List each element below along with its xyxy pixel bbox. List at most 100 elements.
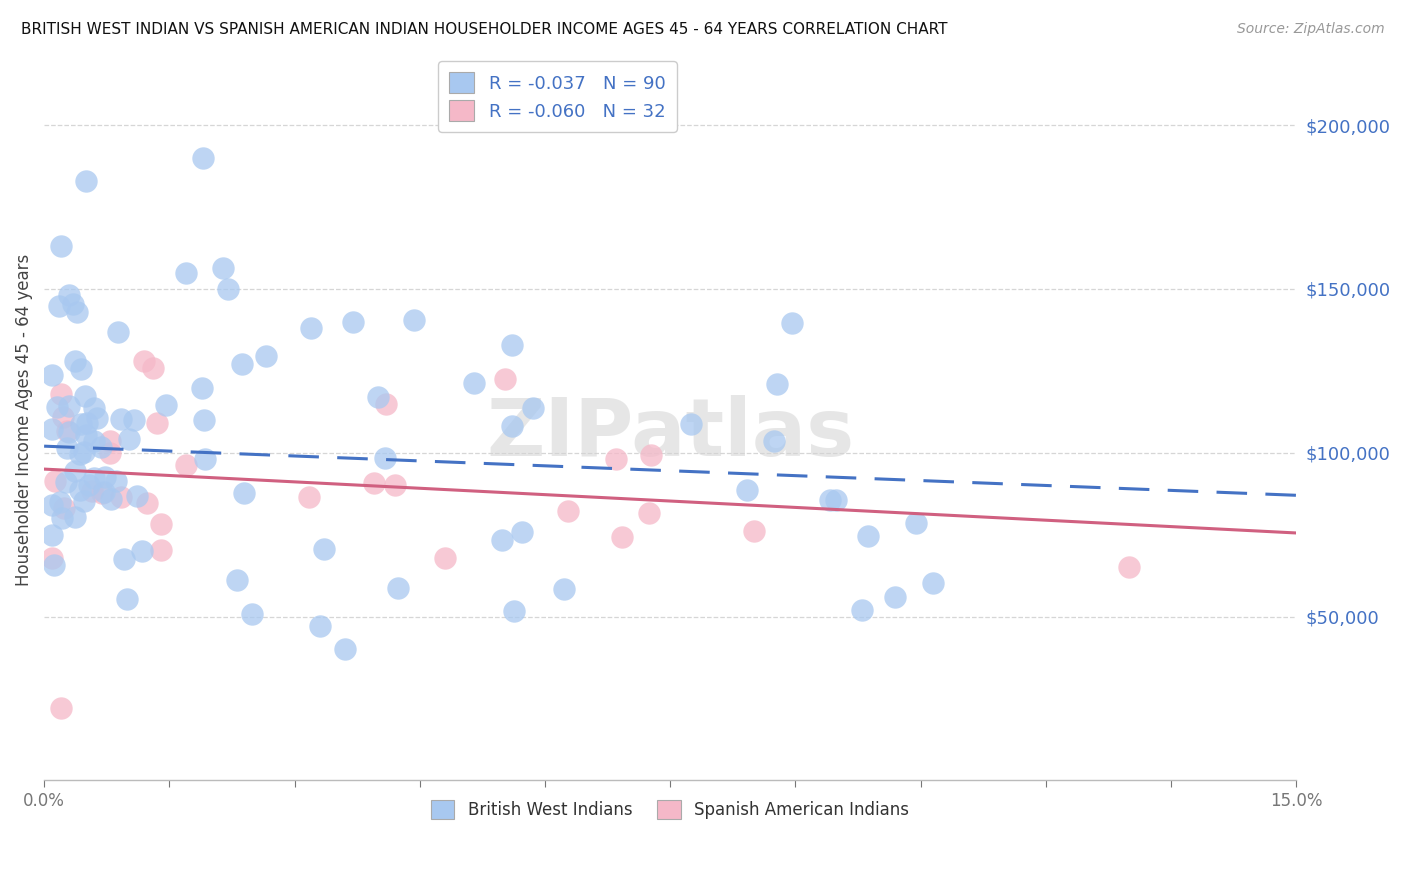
- Point: [44, 474, 66, 488]
- Point: [404, 313, 426, 327]
- Point: [553, 582, 575, 597]
- Point: [104, 474, 127, 488]
- Point: [174, 266, 197, 280]
- Point: [367, 390, 389, 404]
- Point: [150, 516, 173, 531]
- Point: [56, 425, 79, 439]
- Point: [240, 607, 263, 622]
- Point: [884, 590, 907, 604]
- Point: [742, 524, 765, 539]
- Point: [312, 541, 335, 556]
- Point: [51, 510, 73, 524]
- Point: [69, 483, 91, 498]
- Point: [387, 581, 409, 595]
- Point: [53, 500, 76, 515]
- Point: [193, 413, 215, 427]
- Point: [333, 642, 356, 657]
- Point: [41, 498, 63, 512]
- Point: [134, 354, 156, 368]
- Y-axis label: Householder Income Ages 45 - 64 years: Householder Income Ages 45 - 64 years: [15, 254, 32, 586]
- Point: [298, 490, 321, 504]
- Point: [491, 533, 513, 548]
- Point: [142, 360, 165, 375]
- Point: [501, 337, 523, 351]
- Point: [98, 434, 121, 449]
- Point: [41, 368, 63, 383]
- Point: [605, 452, 627, 467]
- Point: [735, 483, 758, 497]
- Point: [1118, 560, 1140, 574]
- Point: [463, 376, 485, 390]
- Point: [124, 413, 146, 427]
- Point: [503, 605, 526, 619]
- Text: ZIPatlas: ZIPatlas: [486, 395, 855, 474]
- Point: [231, 358, 253, 372]
- Point: [174, 458, 197, 472]
- Point: [856, 528, 879, 542]
- Point: [191, 151, 214, 165]
- Point: [818, 493, 841, 508]
- Point: [146, 416, 169, 430]
- Point: [299, 321, 322, 335]
- Point: [125, 490, 148, 504]
- Point: [93, 485, 115, 500]
- Point: [75, 388, 97, 402]
- Point: [58, 400, 80, 414]
- Point: [194, 451, 217, 466]
- Point: [342, 315, 364, 329]
- Point: [48, 299, 70, 313]
- Text: Source: ZipAtlas.com: Source: ZipAtlas.com: [1237, 22, 1385, 37]
- Point: [63, 509, 86, 524]
- Point: [557, 504, 579, 518]
- Point: [922, 575, 945, 590]
- Point: [824, 492, 846, 507]
- Point: [112, 551, 135, 566]
- Point: [766, 376, 789, 391]
- Point: [510, 525, 533, 540]
- Point: [135, 496, 157, 510]
- Point: [76, 417, 98, 431]
- Point: [83, 471, 105, 485]
- Point: [640, 448, 662, 462]
- Point: [782, 316, 804, 330]
- Point: [69, 361, 91, 376]
- Point: [90, 440, 112, 454]
- Point: [55, 475, 77, 490]
- Point: [107, 325, 129, 339]
- Point: [83, 401, 105, 416]
- Point: [41, 422, 63, 436]
- Point: [191, 381, 214, 395]
- Point: [82, 484, 104, 499]
- Point: [91, 485, 114, 500]
- Point: [58, 425, 80, 439]
- Point: [851, 603, 873, 617]
- Point: [70, 417, 93, 432]
- Point: [63, 464, 86, 478]
- Point: [211, 261, 233, 276]
- Point: [374, 451, 396, 466]
- Point: [131, 544, 153, 558]
- Point: [100, 446, 122, 460]
- Point: [63, 354, 86, 368]
- Point: [254, 349, 277, 363]
- Point: [75, 428, 97, 442]
- Point: [73, 445, 96, 459]
- Point: [41, 528, 63, 542]
- Point: [905, 516, 928, 530]
- Point: [77, 478, 100, 492]
- Point: [522, 401, 544, 416]
- Point: [83, 434, 105, 448]
- Point: [763, 434, 786, 448]
- Point: [433, 550, 456, 565]
- Text: BRITISH WEST INDIAN VS SPANISH AMERICAN INDIAN HOUSEHOLDER INCOME AGES 45 - 64 Y: BRITISH WEST INDIAN VS SPANISH AMERICAN …: [21, 22, 948, 37]
- Point: [110, 411, 132, 425]
- Point: [100, 492, 122, 507]
- Legend: British West Indians, Spanish American Indians: British West Indians, Spanish American I…: [425, 794, 915, 826]
- Point: [49, 239, 72, 253]
- Point: [679, 417, 702, 431]
- Point: [49, 701, 72, 715]
- Point: [46, 400, 69, 414]
- Point: [226, 573, 249, 587]
- Point: [69, 447, 91, 461]
- Point: [42, 558, 65, 572]
